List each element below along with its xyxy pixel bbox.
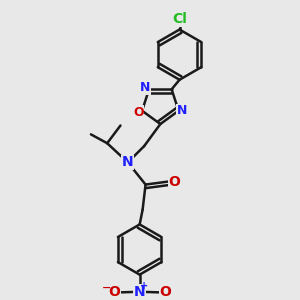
Text: O: O bbox=[159, 285, 171, 299]
Text: Cl: Cl bbox=[172, 12, 187, 26]
Text: +: + bbox=[140, 281, 148, 291]
Text: O: O bbox=[108, 285, 120, 299]
Text: N: N bbox=[177, 104, 187, 117]
Text: −: − bbox=[102, 283, 111, 293]
Text: N: N bbox=[122, 155, 134, 170]
Text: N: N bbox=[140, 81, 151, 94]
Text: O: O bbox=[133, 106, 144, 119]
Text: O: O bbox=[168, 175, 180, 189]
Text: N: N bbox=[134, 285, 146, 299]
